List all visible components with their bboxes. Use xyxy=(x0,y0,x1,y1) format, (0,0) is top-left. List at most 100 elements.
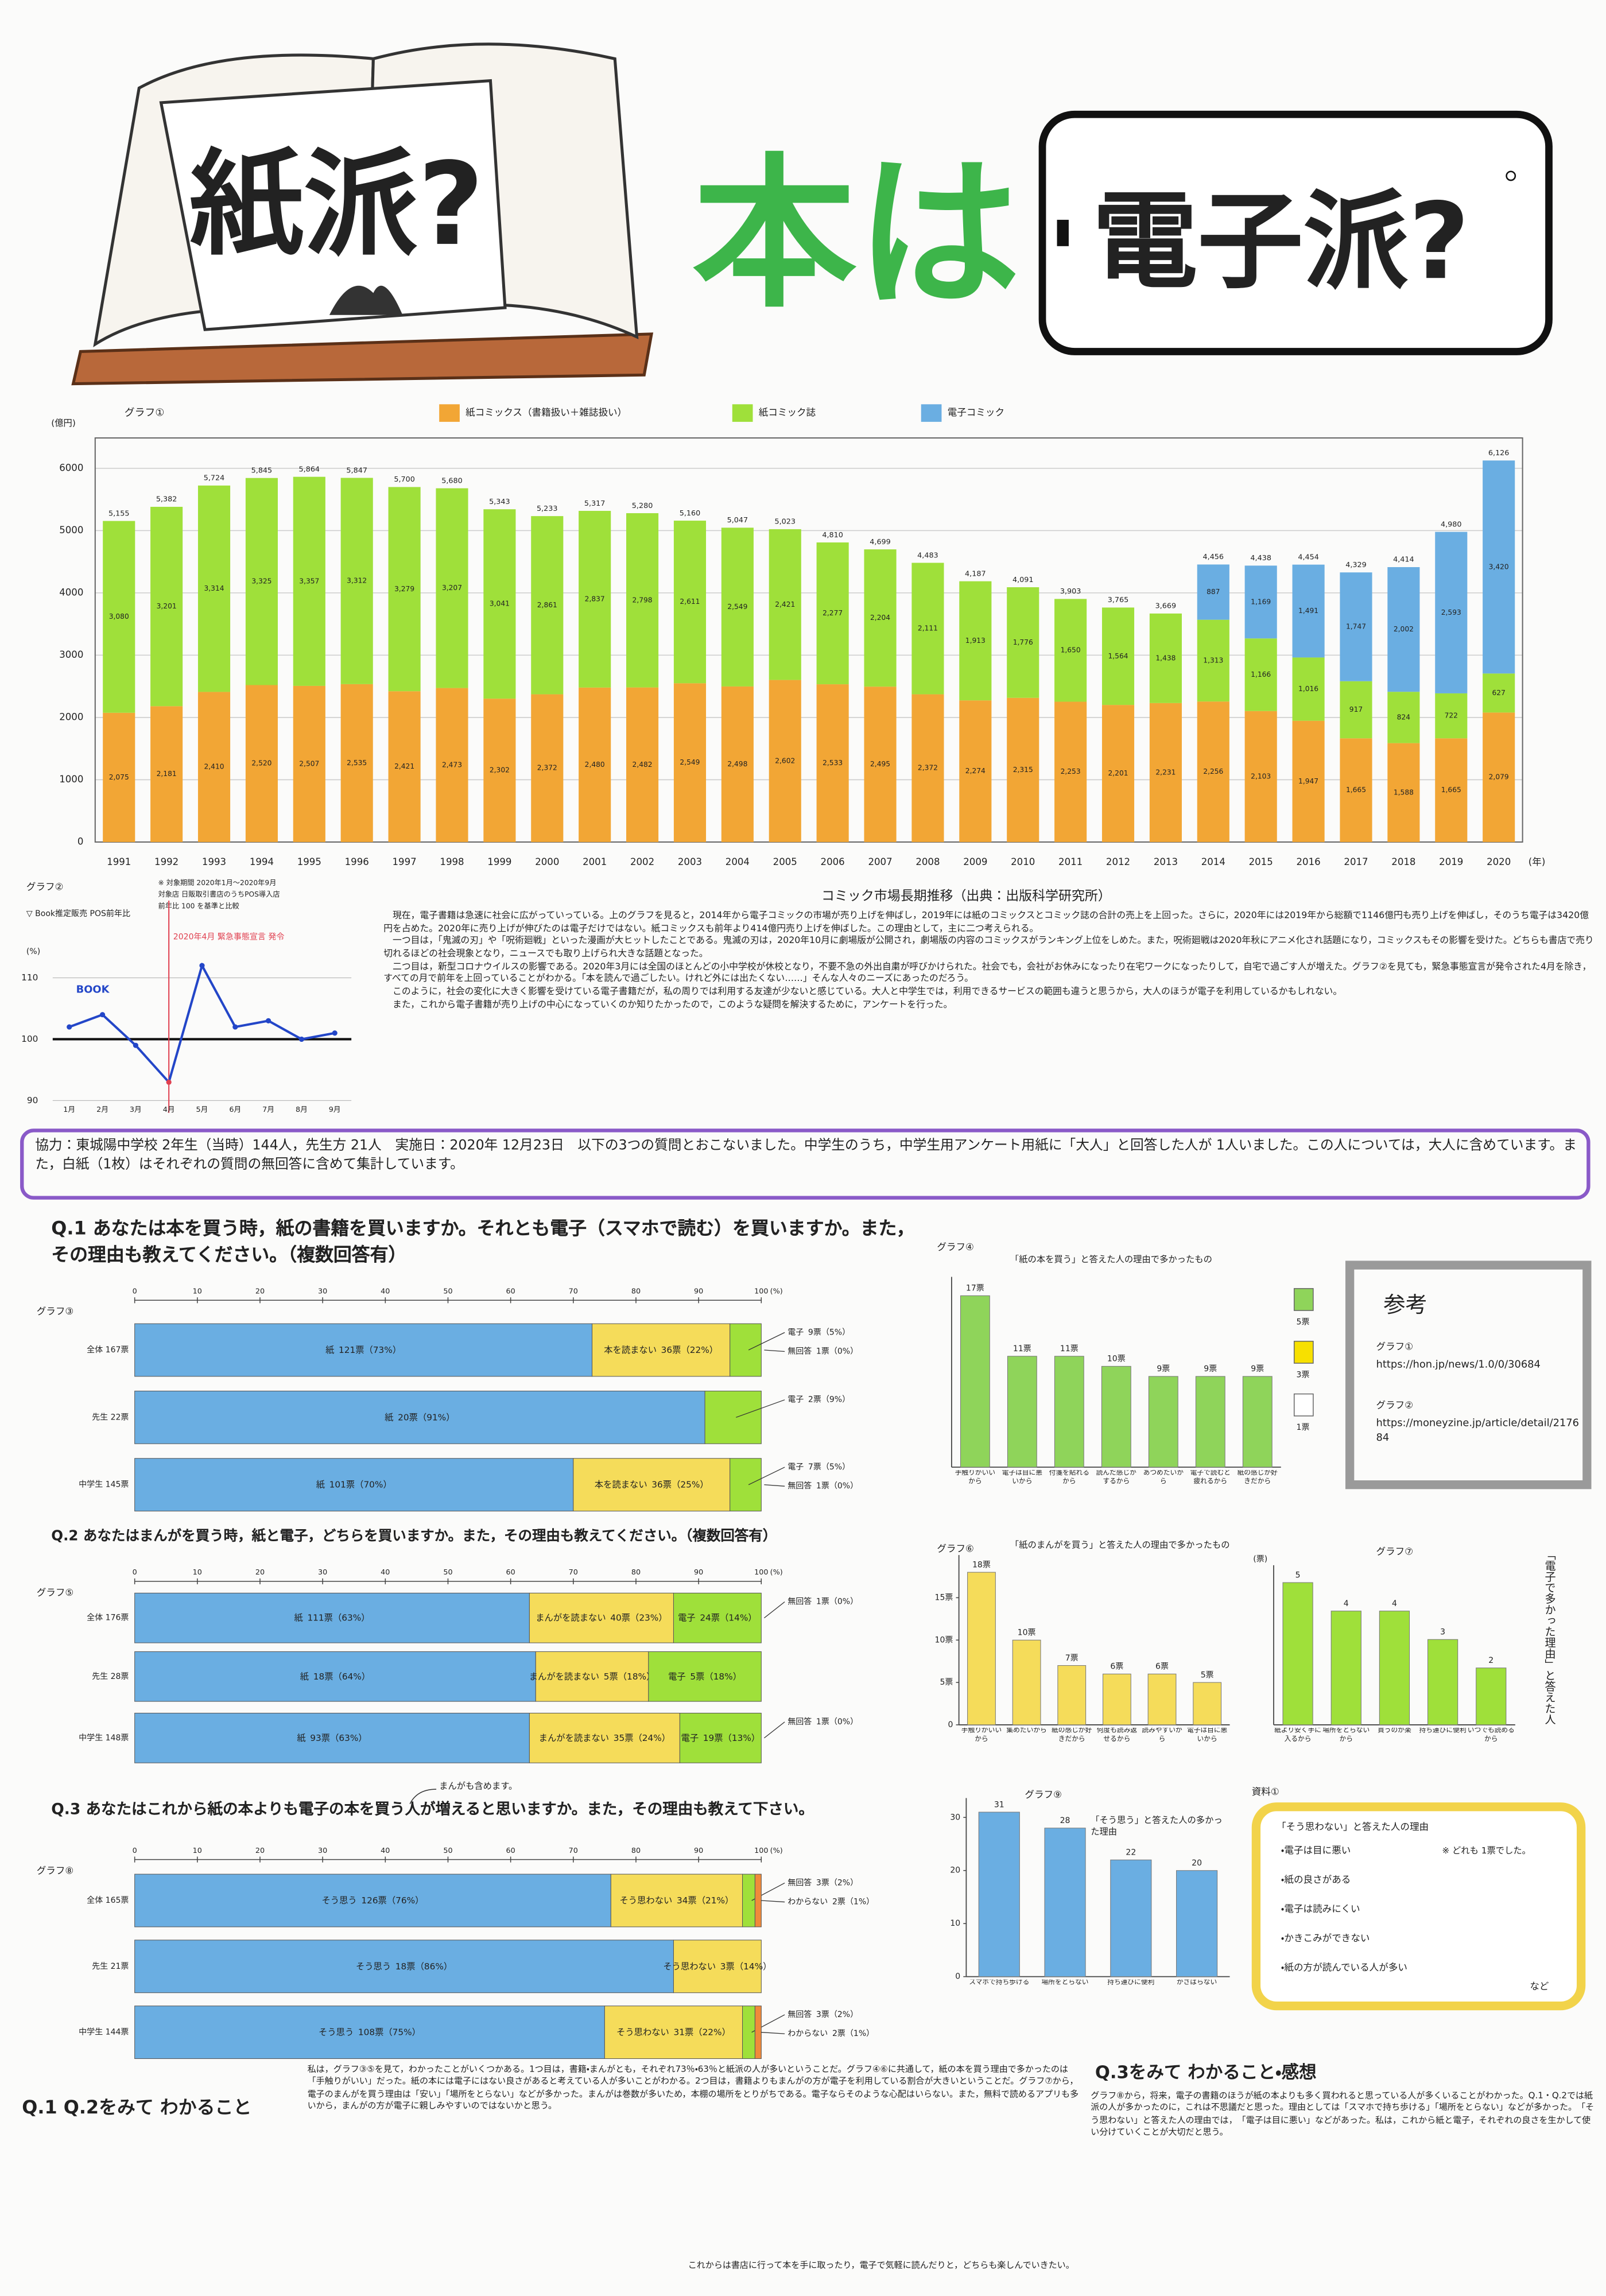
segment-label: 無回答 1票（0%） xyxy=(788,1347,858,1356)
bar-segment xyxy=(529,1713,680,1763)
x-tick-label: 紙の感じが好きだから xyxy=(1237,1470,1278,1486)
segment-label: 2,204 xyxy=(870,614,890,622)
x-unit: (%) xyxy=(770,1847,783,1855)
segment-name: 紙 xyxy=(300,1671,309,1681)
segment-label: わからない 2票（1%） xyxy=(788,2029,874,2038)
x-tick-label-text: 電子は目に悪いから xyxy=(1186,1728,1228,1743)
x-tick-label: 2011 xyxy=(1058,856,1083,867)
bar-segment xyxy=(1340,738,1372,842)
total-label: 4,329 xyxy=(1345,561,1367,569)
segment-label: 2,611 xyxy=(680,598,700,606)
question-text: Q.1 あなたは本を買う時，紙の書籍を買いますか。それとも電子（スマホで読む）を… xyxy=(51,1216,915,1265)
graph-label: グラフ⑨ xyxy=(1025,1789,1062,1800)
bar-segment xyxy=(573,1458,731,1512)
chart-title: ▽ Book推定販売 POS前年比 xyxy=(26,909,130,918)
conclusion-text: グラフ⑧から，将来，電子の書籍のほうが紙の本よりも多く買われると思っている人が多… xyxy=(1091,2092,1594,2138)
bar-segment xyxy=(1483,460,1515,674)
x-tick-label: 1996 xyxy=(345,856,369,867)
segment-label: 3,312 xyxy=(347,577,367,585)
y-unit: (票) xyxy=(1253,1555,1267,1564)
bar-segment xyxy=(134,1940,674,1994)
survey-box xyxy=(20,1128,1591,1200)
bar-segment xyxy=(388,487,421,692)
segment-label: 627 xyxy=(1492,689,1505,697)
bar-segment xyxy=(610,1874,743,1927)
chart-title-text: 「紙の本を買う」と答えた人の理由で多かったもの xyxy=(1010,1255,1212,1266)
reference-url-text: https://moneyzine.jp/article/detail/2176… xyxy=(1376,1417,1580,1444)
segment-value: 5票（18%） xyxy=(690,1671,742,1681)
bar xyxy=(1379,1611,1410,1725)
segment-name: 電子 xyxy=(788,1328,804,1337)
segment-value: 2票（1%） xyxy=(832,1898,874,1907)
bar-segment xyxy=(1007,587,1039,698)
segment-label: 1,747 xyxy=(1346,622,1366,630)
x-tick-label: 場所をとらないから xyxy=(1322,1728,1370,1743)
title-digital: 電子派? xyxy=(1092,181,1469,303)
segment-value: 36票（22%） xyxy=(661,1344,718,1355)
segment-value: 19票（13%） xyxy=(703,1732,760,1743)
closing-text: これからは書店に行って本を手に取ったり，電子で気軽に読んだりと，どちらも楽しんで… xyxy=(688,2262,1074,2271)
segment-label: 3,041 xyxy=(490,600,510,608)
bar-segment xyxy=(1244,711,1277,842)
value-label: 18票 xyxy=(972,1560,991,1569)
value-label: 10票 xyxy=(1018,1628,1036,1638)
segment-name: わからない xyxy=(788,1898,828,1907)
segment-value: 93票（63%） xyxy=(310,1732,367,1743)
segment-label: 2,520 xyxy=(251,759,271,767)
segment-label: 2,315 xyxy=(1013,766,1033,774)
x-tick-label: 1997 xyxy=(393,856,417,867)
x-tick-label: 4月 xyxy=(163,1106,175,1114)
segment-label: 電子 9票（5%） xyxy=(788,1328,850,1337)
value-label: 11票 xyxy=(1013,1344,1031,1353)
leader-line xyxy=(764,1601,785,1619)
segment-name: そう思う xyxy=(319,2027,354,2037)
segment-label: 電子 5票（18%） xyxy=(668,1671,742,1681)
segment-name: 無回答 xyxy=(788,1347,812,1356)
x-tick-label: 90 xyxy=(694,1287,703,1296)
segment-label: 2,549 xyxy=(727,603,747,611)
total-label: 4,187 xyxy=(965,569,986,578)
x-tick-label-text: 何度も読み返せるから xyxy=(1096,1728,1138,1743)
x-tick-label-text: 持ち運びに便利 xyxy=(1107,1979,1155,1987)
bar-segment xyxy=(388,691,421,842)
line-point xyxy=(232,1024,238,1030)
segment-label: 3,207 xyxy=(442,584,462,592)
segment-label: 824 xyxy=(1397,713,1411,721)
segment-label: 2,079 xyxy=(1489,773,1509,781)
bar-segment xyxy=(742,2006,755,2059)
segment-label: 2,602 xyxy=(775,757,795,765)
segment-label: 電子 2票（9%） xyxy=(788,1395,850,1405)
total-label: 4,980 xyxy=(1441,520,1462,529)
legend-label: 紙コミックス（書籍扱い＋雑誌扱い） xyxy=(465,407,627,418)
bar-segment xyxy=(134,2006,605,2059)
segment-name: 無回答 xyxy=(788,1597,812,1607)
total-label: 3,903 xyxy=(1060,587,1081,596)
bar-segment xyxy=(579,511,611,688)
x-tick-label: 2002 xyxy=(630,856,654,867)
bar-segment xyxy=(1149,703,1182,842)
row-label: 中学生 148票 xyxy=(79,1733,129,1743)
bar-segment xyxy=(483,509,516,699)
series-label: BOOK xyxy=(76,984,110,996)
unit-label: 1票 xyxy=(1297,1423,1310,1432)
total-label: 4,454 xyxy=(1298,553,1319,561)
value-label: 6票 xyxy=(1110,1662,1123,1671)
segment-label: 2,256 xyxy=(1203,767,1223,775)
bar-segment xyxy=(1149,613,1182,703)
bar xyxy=(967,1572,996,1725)
x-tick-label-text: 買うのが楽 xyxy=(1378,1728,1411,1735)
segment-name: 無回答 xyxy=(788,2010,812,2019)
x-tick-label: 2003 xyxy=(678,856,702,867)
x-tick-label-text: 紙の感じが好きだから xyxy=(1237,1470,1278,1486)
material-note: ※ どれも 1票でした。 xyxy=(1442,1845,1531,1856)
value-label: 9票 xyxy=(1204,1364,1217,1374)
x-tick-label: いつでも読めるから xyxy=(1468,1728,1515,1743)
segment-value: 24票（14%） xyxy=(700,1612,757,1623)
total-label: 5,724 xyxy=(204,474,225,483)
segment-label: 3,314 xyxy=(204,584,224,592)
plot-frame xyxy=(94,437,1523,843)
segment-value: 35票（24%） xyxy=(614,1732,670,1743)
reference-url: https://hon.jp/news/1.0/0/30684 xyxy=(1376,1359,1541,1370)
segment-label: 2,075 xyxy=(109,773,129,781)
bar-segment xyxy=(1101,607,1135,705)
